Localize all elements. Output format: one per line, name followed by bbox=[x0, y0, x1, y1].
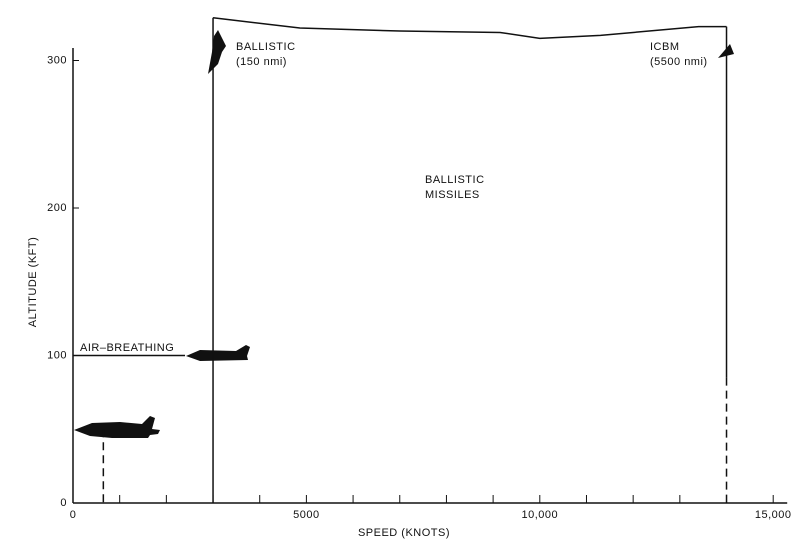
annotation: MISSILES bbox=[425, 189, 480, 201]
x-tick-label: 10,000 bbox=[521, 509, 558, 521]
aircraft-icon bbox=[186, 345, 250, 361]
x-axis-label: SPEED (KNOTS) bbox=[358, 527, 450, 539]
annotation: BALLISTIC bbox=[236, 41, 296, 53]
aircraft-icon bbox=[74, 416, 160, 438]
annotation: (5500 nmi) bbox=[650, 56, 708, 68]
y-tick-label: 200 bbox=[47, 202, 67, 214]
annotation: (150 nmi) bbox=[236, 56, 287, 68]
y-tick-label: 100 bbox=[47, 349, 67, 361]
y-axis-label: ALTITUDE (KFT) bbox=[27, 237, 39, 328]
y-tick-label: 300 bbox=[47, 54, 67, 66]
y-tick-label: 0 bbox=[60, 497, 67, 509]
boundary-line bbox=[212, 16, 727, 40]
x-tick-label: 0 bbox=[70, 509, 77, 521]
annotation: AIR–BREATHING bbox=[80, 342, 174, 354]
x-tick-label: 15,000 bbox=[755, 509, 792, 521]
annotation: BALLISTIC bbox=[425, 174, 485, 186]
annotation: ICBM bbox=[650, 41, 680, 53]
missile-icon bbox=[208, 30, 226, 74]
x-tick-label: 5000 bbox=[293, 509, 319, 521]
